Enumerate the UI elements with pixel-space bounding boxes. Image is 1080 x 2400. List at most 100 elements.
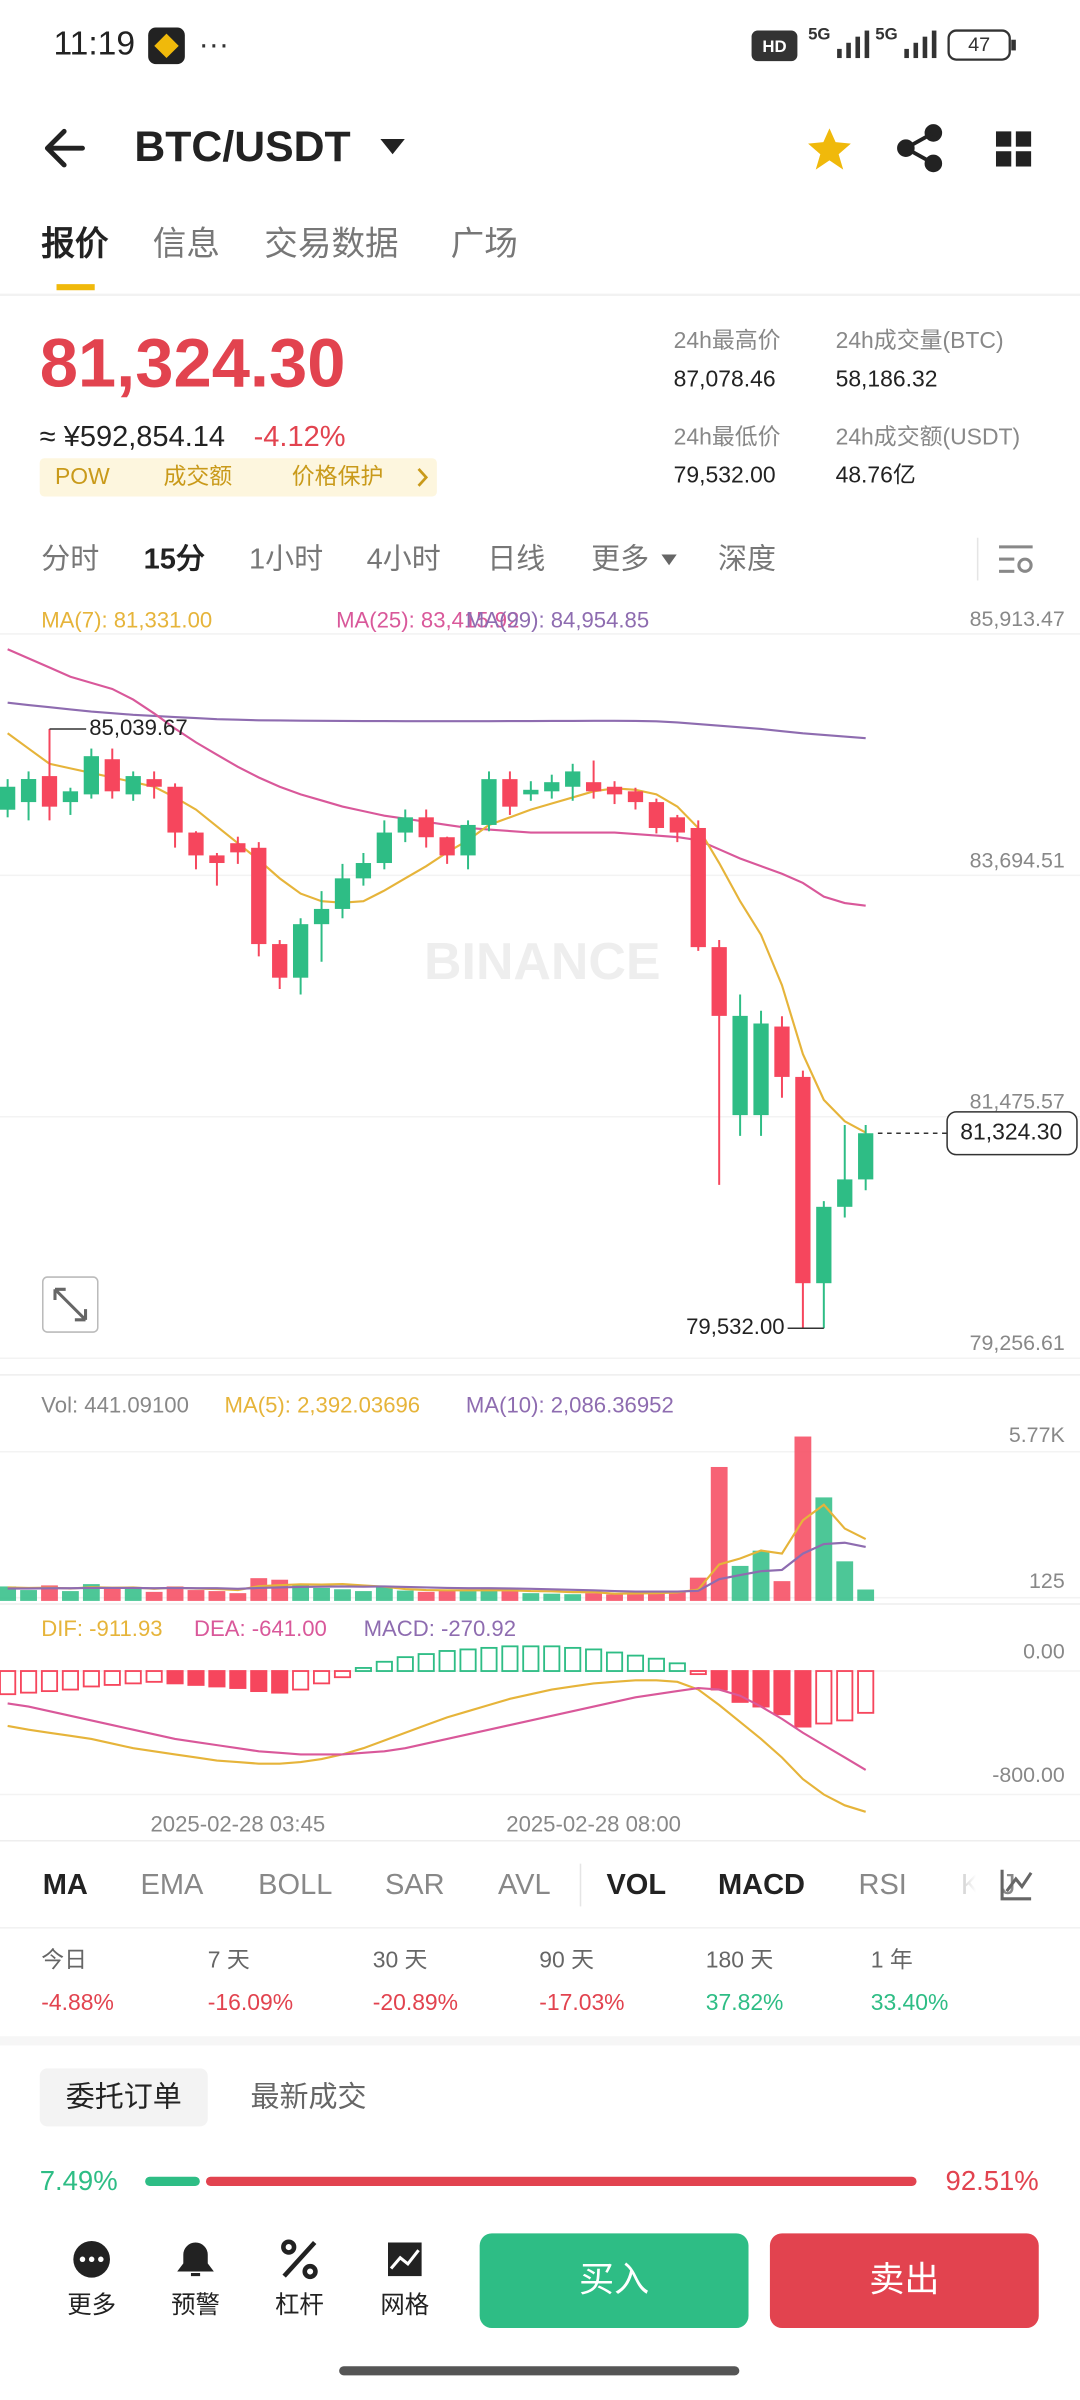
volume-bar <box>62 1591 79 1601</box>
x-tick-label: 2025-02-28 03:45 <box>150 1811 325 1836</box>
indicator-tab[interactable]: RSI <box>859 1869 907 1901</box>
candle-body <box>146 779 162 787</box>
tab[interactable]: 信息 <box>153 225 220 263</box>
volume-bar <box>166 1586 184 1601</box>
candle-body <box>397 817 413 833</box>
interval[interactable]: 深度 <box>718 542 776 575</box>
macd-bar <box>773 1670 791 1716</box>
volume-bar <box>543 1593 561 1601</box>
indicator-tab[interactable]: VOL <box>606 1869 666 1901</box>
candle-body <box>481 779 497 825</box>
candle-body <box>732 1015 748 1116</box>
candle-body <box>439 837 455 856</box>
tab[interactable]: 交易数据 <box>264 225 398 263</box>
order-tab[interactable]: 委托订单 <box>66 2081 182 2114</box>
period-change: -16.09% <box>208 1989 293 2015</box>
interval[interactable]: 1小时 <box>249 542 323 575</box>
buy-button[interactable] <box>479 2233 749 2329</box>
tag[interactable]: 成交额 <box>163 463 232 489</box>
interval[interactable]: 15分 <box>144 542 205 575</box>
home-indicator <box>339 2366 740 2376</box>
candle-body <box>858 1133 874 1180</box>
volume-bar <box>794 1436 812 1601</box>
network-label: 5G <box>875 25 897 44</box>
candle-body <box>837 1179 853 1207</box>
volume-bar <box>271 1579 289 1601</box>
candle-body <box>627 791 644 803</box>
indicator-tab[interactable]: SAR <box>385 1869 445 1901</box>
volume-bar <box>501 1591 519 1601</box>
favorite-star[interactable] <box>808 128 851 170</box>
volume-bar <box>648 1591 665 1601</box>
interval[interactable]: 日线 <box>487 542 545 575</box>
macd-bar <box>82 1670 100 1688</box>
macd-bar <box>124 1670 142 1685</box>
grid-icon[interactable] <box>388 2242 422 2277</box>
candle-body <box>376 832 392 864</box>
indicator-tab[interactable]: MA <box>43 1869 88 1901</box>
volume-bar <box>564 1594 582 1601</box>
tab[interactable]: 报价 <box>41 225 109 263</box>
volume-bar <box>710 1466 728 1601</box>
tag-strip[interactable] <box>39 458 437 497</box>
order-tab[interactable]: 最新成交 <box>251 2081 367 2114</box>
indicator-tab[interactable]: AVL <box>498 1869 551 1901</box>
nav-label[interactable]: 预警 <box>171 2291 220 2319</box>
pair-dropdown[interactable] <box>380 139 405 155</box>
buy-label[interactable]: 买入 <box>579 2260 649 2299</box>
macd-bar <box>103 1670 121 1686</box>
more-icon[interactable] <box>73 2240 110 2278</box>
volume-bar <box>836 1561 854 1601</box>
macd-bar <box>313 1670 331 1685</box>
legend-entry: MA(99): 84,954.85 <box>466 608 649 633</box>
legend-entry: MA(5): 2,392.03696 <box>225 1393 421 1418</box>
volume-bar <box>124 1587 142 1601</box>
macd-bar <box>564 1646 582 1672</box>
candle-body <box>62 791 79 803</box>
macd-bar <box>794 1670 812 1728</box>
interval[interactable]: 4小时 <box>367 542 441 575</box>
candle-body <box>753 1023 769 1116</box>
indicator-tab[interactable]: EMA <box>141 1869 205 1901</box>
volume-bar <box>731 1565 749 1601</box>
candle-body <box>711 947 727 1016</box>
macd-bar <box>417 1653 435 1672</box>
back-button[interactable] <box>44 128 85 168</box>
indicator-settings[interactable] <box>1000 1869 1033 1901</box>
macd-bar <box>145 1670 163 1683</box>
tag-arrow <box>417 468 429 487</box>
expand-icon <box>53 1287 88 1322</box>
indicator-tab[interactable]: BOLL <box>258 1869 332 1901</box>
macd-bar <box>522 1645 540 1672</box>
volume-bar <box>313 1587 330 1601</box>
sell-label[interactable]: 卖出 <box>869 2260 939 2299</box>
tag[interactable]: POW <box>55 463 110 489</box>
leverage-icon[interactable] <box>281 2239 318 2280</box>
chart-settings[interactable] <box>999 545 1033 573</box>
nav-label[interactable]: 更多 <box>67 2291 116 2319</box>
share-button[interactable] <box>897 124 943 173</box>
legend-entry: DIF: -911.93 <box>41 1616 162 1641</box>
nav-label[interactable]: 杠杆 <box>275 2291 324 2319</box>
layout-button[interactable] <box>995 131 1032 167</box>
tab[interactable]: 广场 <box>451 225 518 263</box>
sell-button[interactable] <box>769 2233 1039 2329</box>
interval[interactable]: 更多 <box>591 542 649 575</box>
volume-bar <box>459 1591 477 1601</box>
candle-body <box>544 782 560 792</box>
bid-bar <box>145 2176 200 2186</box>
nav-label[interactable]: 网格 <box>380 2291 429 2319</box>
candle-body <box>418 817 434 838</box>
y-tick-label: 125 <box>1029 1569 1065 1593</box>
macd-bar <box>689 1670 707 1676</box>
battery-level: 47 <box>968 34 990 56</box>
tag[interactable]: 价格保护 <box>292 463 384 489</box>
candle-body <box>83 756 99 795</box>
interval[interactable]: 分时 <box>41 542 99 575</box>
pair-title[interactable]: BTC/USDT <box>134 123 350 171</box>
volume-bar <box>334 1589 351 1601</box>
indicator-tab[interactable]: MACD <box>718 1869 805 1901</box>
order-tab-active[interactable] <box>39 2068 208 2127</box>
period-label: 90 天 <box>539 1946 594 1972</box>
alert-icon[interactable] <box>177 2242 214 2277</box>
